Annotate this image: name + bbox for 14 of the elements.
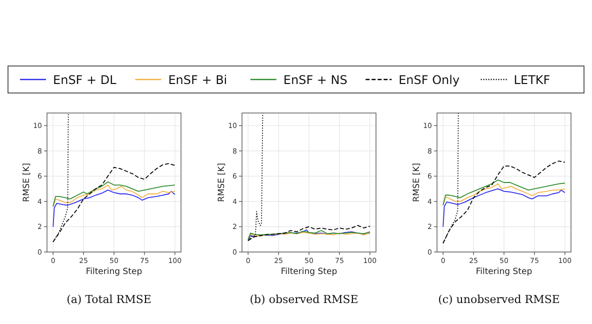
text: (b) observed RMSE xyxy=(250,293,358,306)
legend-label: EnSF Only xyxy=(398,73,460,87)
legend-label: LETKF xyxy=(514,73,550,87)
y-axis-title: RMSE [K] xyxy=(412,163,422,202)
legend-label: EnSF + DL xyxy=(53,73,117,87)
y-axis-title: RMSE [K] xyxy=(22,163,32,202)
legend-label: EnSF + NS xyxy=(283,73,348,87)
text: (a) Total RMSE xyxy=(66,293,152,306)
y-axis-title: RMSE [K] xyxy=(217,163,227,202)
x-axis-title: Filtering Step xyxy=(280,267,338,277)
legend-label: EnSF + Bi xyxy=(168,73,228,87)
x-axis-title: Filtering Step xyxy=(86,267,142,277)
text: (c) unobserved RMSE xyxy=(438,293,560,306)
x-axis-title: Filtering Step xyxy=(476,267,532,277)
